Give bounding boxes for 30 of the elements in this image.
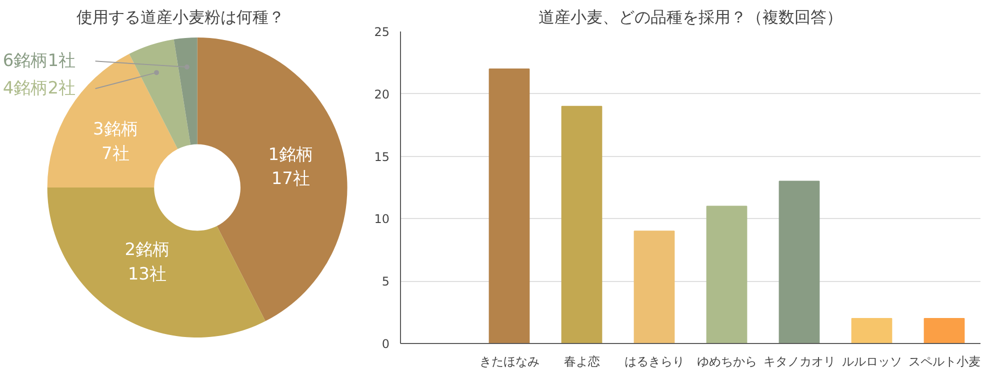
bar [851,318,892,344]
slice-label: 6銘柄1社 [2,51,76,72]
slice-label: 3銘柄 [93,119,138,140]
y-tick-label: 10 [374,212,390,226]
y-tick-label: 20 [374,87,390,102]
data-label: 17社 [271,169,310,190]
x-tick-label: ルルロッソ [842,354,902,368]
chart-title: 道産小麦、どの品種を採用？（複数回答） [538,8,842,26]
x-tick-label: ゆめちから [696,354,757,368]
y-tick-label: 25 [374,25,390,39]
data-label: 13社 [128,264,166,285]
chart-title: 使用する道産小麦粉は何種？ [76,8,284,26]
x-tick-label: はるきらり [624,354,684,368]
bar [634,230,675,344]
slice-label: 4銘柄2社 [2,78,76,99]
data-label: 7社 [102,144,130,164]
bar [706,206,748,344]
slice-label: 1銘柄 [268,144,314,165]
x-tick-label: 春よ恋 [564,354,600,368]
slice-label: 2銘柄 [124,240,170,260]
x-tick-label: キタノカオリ [763,354,836,368]
bar [561,106,602,344]
y-tick-label: 0 [382,337,390,351]
y-tick-label: 15 [374,150,390,164]
bar [924,318,965,344]
x-tick-label: きたほなみ [479,354,540,368]
y-tick-label: 5 [382,274,390,289]
bar [778,180,820,344]
x-tick-label: スペルト小麦 [908,354,980,368]
bar [488,68,530,344]
